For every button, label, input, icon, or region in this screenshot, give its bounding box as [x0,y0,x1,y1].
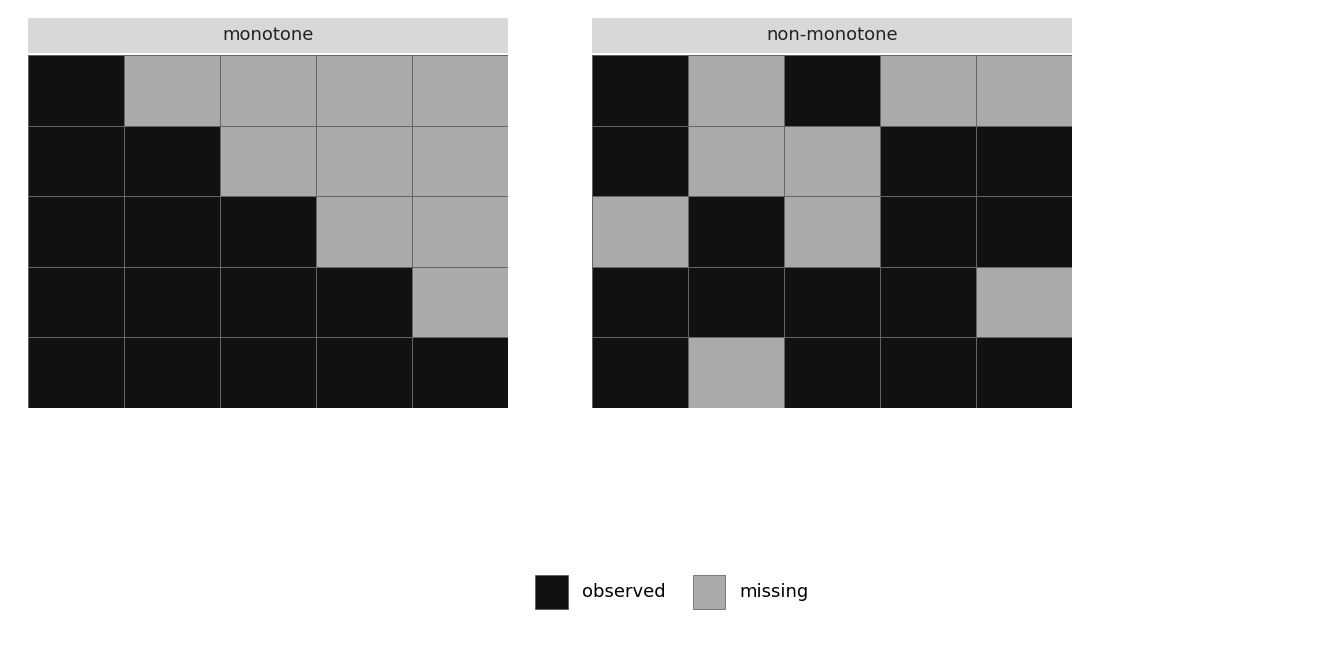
Bar [784,126,880,196]
Bar [784,267,880,337]
Bar [880,126,976,196]
Bar [124,267,220,337]
Bar [688,267,784,337]
Bar [880,196,976,267]
Bar [688,196,784,267]
Bar [976,126,1073,196]
Bar [220,196,316,267]
Bar [220,55,316,126]
Bar [688,337,784,408]
Bar [220,126,316,196]
Bar [784,55,880,126]
Bar [28,126,124,196]
Bar [413,55,508,126]
Bar [591,337,688,408]
Bar [591,55,688,126]
Bar [316,196,413,267]
Bar [413,337,508,408]
Bar [124,196,220,267]
Bar [591,267,688,337]
Legend: observed, missing: observed, missing [528,568,816,616]
Bar [316,267,413,337]
Bar [880,55,976,126]
Bar [220,267,316,337]
Bar [784,196,880,267]
Bar [28,267,124,337]
Bar [124,55,220,126]
Bar [784,337,880,408]
Bar [880,337,976,408]
Text: non-monotone: non-monotone [766,26,898,44]
Text: monotone: monotone [222,26,313,44]
Bar [316,126,413,196]
Bar [124,337,220,408]
Bar [591,126,688,196]
Bar [976,267,1073,337]
Bar [880,267,976,337]
Bar [28,55,124,126]
Bar [316,55,413,126]
Bar [976,196,1073,267]
Bar [976,337,1073,408]
Bar [220,337,316,408]
Bar [316,337,413,408]
Bar [413,267,508,337]
Bar [591,196,688,267]
Bar [688,55,784,126]
Bar [413,196,508,267]
Bar [688,126,784,196]
Bar [976,55,1073,126]
Bar [28,337,124,408]
Bar [124,126,220,196]
Bar [413,126,508,196]
Bar [28,196,124,267]
